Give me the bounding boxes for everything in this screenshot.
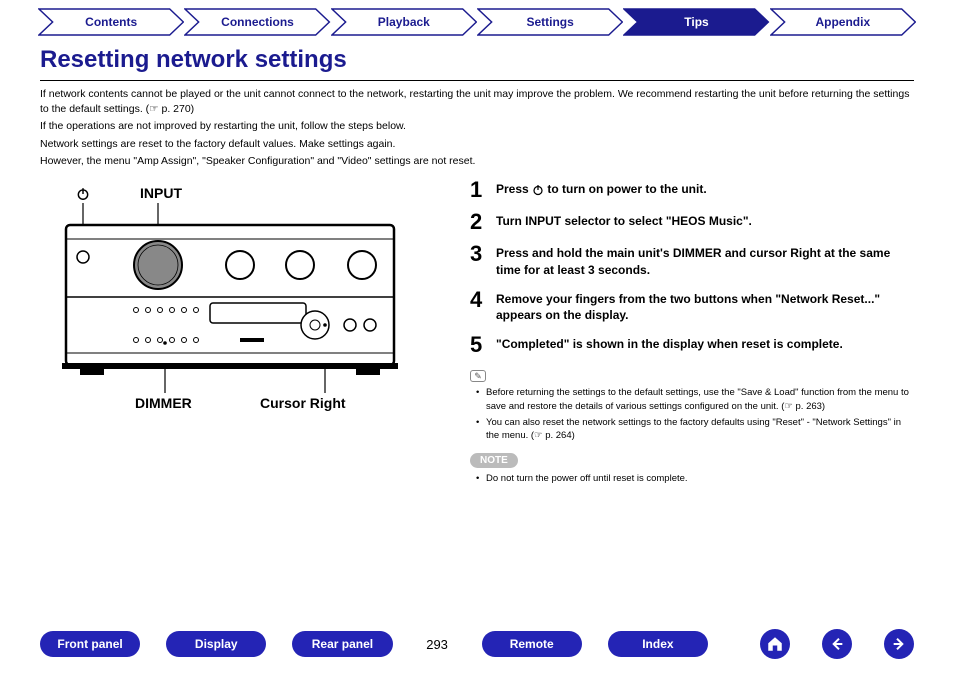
main-content: INPUT DIMMER Cursor Right <box>0 171 954 489</box>
page-title: Resetting network settings <box>0 36 954 80</box>
tips-list: Before returning the settings to the def… <box>470 386 914 442</box>
step-1: 1 Press to turn on power to the unit. <box>470 179 914 201</box>
device-svg <box>40 185 420 415</box>
tab-label: Contents <box>85 15 137 29</box>
power-icon <box>76 187 90 201</box>
intro-p3: Network settings are reset to the factor… <box>40 137 914 152</box>
home-button[interactable] <box>760 629 790 659</box>
pencil-icon: ✎ <box>470 370 486 382</box>
nav-index[interactable]: Index <box>608 631 708 657</box>
label-cursor-right: Cursor Right <box>260 395 346 411</box>
device-illustration: INPUT DIMMER Cursor Right <box>40 185 420 415</box>
prev-button[interactable] <box>822 629 852 659</box>
nav-front-panel[interactable]: Front panel <box>40 631 140 657</box>
step-5: 5 "Completed" is shown in the display wh… <box>470 334 914 356</box>
power-icon <box>532 184 544 196</box>
arrow-left-icon <box>829 636 845 652</box>
intro-text: If network contents cannot be played or … <box>0 87 954 169</box>
label-input: INPUT <box>140 185 182 201</box>
page-number: 293 <box>419 637 456 652</box>
intro-p4: However, the menu "Amp Assign", "Speaker… <box>40 154 914 169</box>
tab-label: Appendix <box>815 15 870 29</box>
tab-settings[interactable]: Settings <box>477 8 623 36</box>
note-badge: NOTE <box>470 453 518 468</box>
step-number: 2 <box>470 211 496 233</box>
tip-item: Before returning the settings to the def… <box>476 386 914 413</box>
tab-connections[interactable]: Connections <box>184 8 330 36</box>
note-list: Do not turn the power off until reset is… <box>470 472 914 485</box>
label-dimmer: DIMMER <box>135 395 192 411</box>
nav-display[interactable]: Display <box>166 631 266 657</box>
step-number: 4 <box>470 289 496 311</box>
tab-label: Playback <box>378 15 430 29</box>
device-illustration-panel: INPUT DIMMER Cursor Right <box>40 179 440 489</box>
title-divider <box>40 80 914 81</box>
step-text: Remove your fingers from the two buttons… <box>496 289 914 325</box>
note-item: Do not turn the power off until reset is… <box>476 472 914 485</box>
tab-label: Connections <box>221 15 294 29</box>
step-2: 2 Turn INPUT selector to select "HEOS Mu… <box>470 211 914 233</box>
tab-playback[interactable]: Playback <box>331 8 477 36</box>
step-text: "Completed" is shown in the display when… <box>496 334 843 353</box>
nav-rear-panel[interactable]: Rear panel <box>292 631 392 657</box>
home-icon <box>766 635 784 653</box>
intro-p2: If the operations are not improved by re… <box>40 119 914 134</box>
step-text: Press and hold the main unit's DIMMER an… <box>496 243 914 279</box>
tab-label: Tips <box>684 15 708 29</box>
step-text: Press to turn on power to the unit. <box>496 179 707 198</box>
step-text: Turn INPUT selector to select "HEOS Musi… <box>496 211 752 230</box>
arrow-right-icon <box>891 636 907 652</box>
next-button[interactable] <box>884 629 914 659</box>
tip-item: You can also reset the network settings … <box>476 416 914 443</box>
bottom-nav: Front panel Display Rear panel 293 Remot… <box>0 629 954 659</box>
step-number: 5 <box>470 334 496 356</box>
step-number: 3 <box>470 243 496 265</box>
step-3: 3 Press and hold the main unit's DIMMER … <box>470 243 914 279</box>
steps-panel: 1 Press to turn on power to the unit. 2 … <box>470 179 914 489</box>
top-nav: Contents Connections Playback Settings T… <box>0 0 954 36</box>
step-number: 1 <box>470 179 496 201</box>
tab-contents[interactable]: Contents <box>38 8 184 36</box>
nav-remote[interactable]: Remote <box>482 631 582 657</box>
intro-p1: If network contents cannot be played or … <box>40 87 914 117</box>
tab-appendix[interactable]: Appendix <box>770 8 916 36</box>
tab-tips[interactable]: Tips <box>623 8 769 36</box>
step-4: 4 Remove your fingers from the two butto… <box>470 289 914 325</box>
tab-label: Settings <box>526 15 573 29</box>
